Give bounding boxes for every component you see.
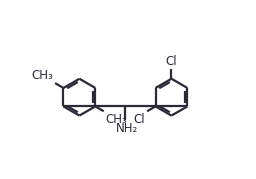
Text: CH₃: CH₃ [31,69,53,82]
Text: Cl: Cl [166,55,177,68]
Text: Cl: Cl [134,113,145,125]
Text: NH₂: NH₂ [116,122,138,136]
Text: CH₃: CH₃ [105,113,127,125]
